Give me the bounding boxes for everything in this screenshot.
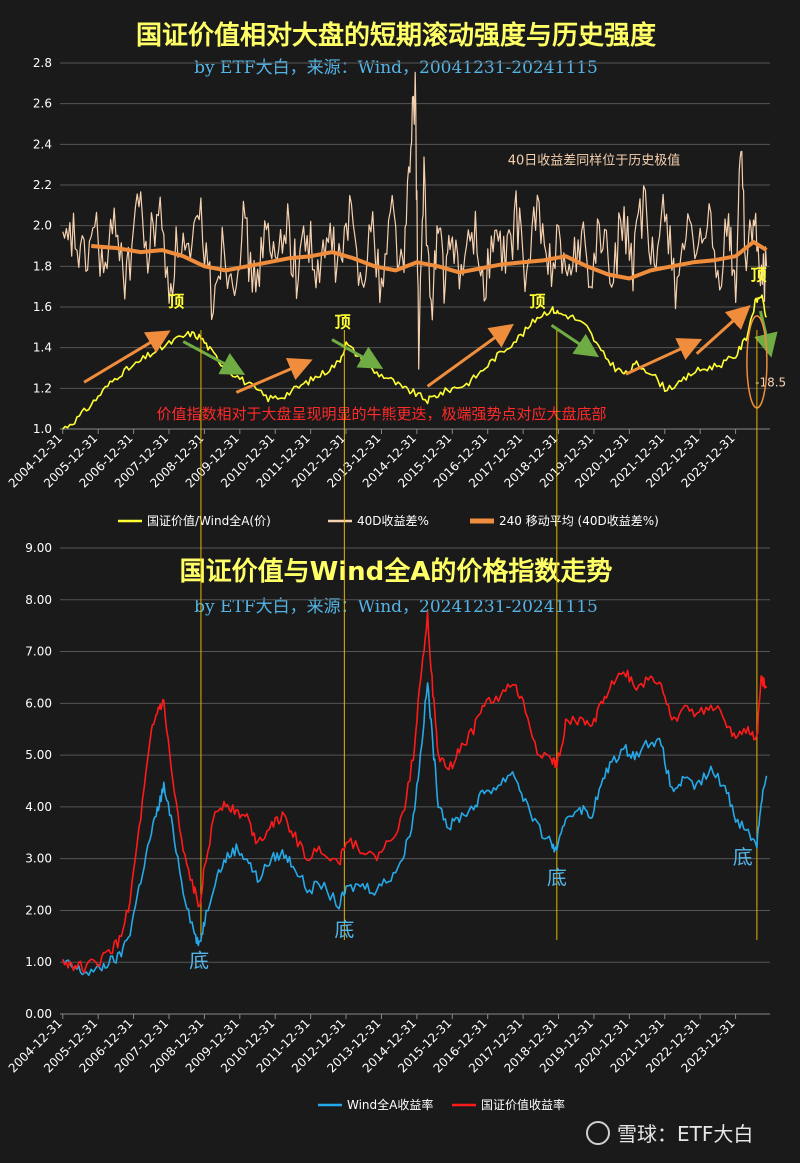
bottom-label: 底: [334, 917, 354, 941]
chart1-legend: 国证价值/Wind全A(价) 40D收益差% 240 移动平均 (40D收益差%…: [118, 513, 659, 528]
series-line-value: [62, 610, 768, 974]
chart2-subtitle: by ETF大白，来源：Wind，20241231-20241115: [194, 597, 598, 617]
chart1-y-ticks: 1.0 1.2 1.4 1.6 1.8 2.0 2.2 2.4 2.6 2.8: [33, 56, 52, 436]
legend-label-value: 国证价值收益率: [481, 1097, 565, 1112]
y-tick-label: 2.8: [33, 56, 52, 70]
chart1-annotations: 顶顶顶顶40日收益差同样位于历史极值价值指数相对于大盘呈现明显的牛熊更迭，极端强…: [83, 153, 786, 423]
chart1-subtitle: by ETF大白，来源：Wind，20041231-20241115: [194, 58, 598, 78]
y-tick-label: 2.6: [33, 97, 52, 111]
series-line-wind: [62, 682, 768, 976]
annotation-value: -18.5: [755, 375, 786, 389]
top-label: 顶: [168, 292, 184, 311]
annotation-diff40-note: 40日收益差同样位于历史极值: [508, 153, 681, 169]
trend-arrow-up: [426, 323, 514, 388]
y-tick-label: 2.4: [33, 137, 52, 151]
legend-label-ma240: 240 移动平均 (40D收益差%): [499, 514, 659, 528]
y-tick-label: 3.00: [25, 852, 52, 866]
bottom-label: 底: [733, 845, 753, 869]
y-tick-label: 5.00: [25, 748, 52, 762]
chart2-title: 国证价值与Wind全A的价格指数走势: [180, 556, 613, 587]
series-line-ma240: [91, 239, 768, 281]
annotation-cycle-note: 价值指数相对于大盘呈现明显的牛熊更迭，极端强势点对应大盘底部: [157, 405, 607, 423]
watermark: 雪球：ETF大白: [586, 1121, 753, 1146]
chart2-legend: Wind全A收益率 国证价值收益率: [318, 1097, 565, 1112]
trend-arrow-down: [550, 324, 599, 358]
top-label: 顶: [335, 312, 351, 331]
y-tick-label: 8.00: [25, 593, 52, 607]
legend-label-ratio: 国证价值/Wind全A(价): [147, 513, 271, 528]
y-tick-label: 2.2: [33, 178, 52, 192]
bottom-label: 底: [547, 866, 567, 890]
chart1-title: 国证价值相对大盘的短期滚动强度与历史强度: [136, 20, 656, 51]
top-label: 顶: [529, 292, 545, 311]
trend-arrow-up: [83, 330, 171, 384]
chart1-grid: [60, 62, 770, 434]
chart2-y-ticks: 0.00 1.00 2.00 3.00 4.00 5.00 6.00 7.00 8.00 9.00: [25, 541, 52, 1021]
trend-arrow-up: [625, 338, 703, 376]
y-tick-label: 1.2: [33, 381, 52, 395]
y-tick-label: 1.4: [33, 341, 52, 355]
y-tick-label: 1.00: [25, 955, 52, 969]
trend-arrow-down: [331, 338, 384, 369]
top-label: 顶: [751, 266, 767, 285]
y-tick-label: 6.00: [25, 696, 52, 710]
y-tick-label: 2.00: [25, 903, 52, 917]
trend-arrow-up: [235, 357, 313, 394]
snowball-logo-icon: [586, 1121, 610, 1145]
legend-label-diff40: 40D收益差%: [357, 514, 429, 528]
chart1-series: [62, 71, 768, 430]
y-tick-label: 2.0: [33, 219, 52, 233]
chart2-series: [62, 610, 768, 976]
y-tick-label: 1.0: [33, 422, 52, 436]
y-tick-label: 9.00: [25, 541, 52, 555]
y-tick-label: 7.00: [25, 645, 52, 659]
trend-arrow-down: [754, 310, 778, 358]
trend-arrow-up: [695, 305, 751, 355]
trend-arrow-down: [182, 340, 246, 375]
series-line-ratio: [62, 294, 768, 430]
legend-label-wind: Wind全A收益率: [347, 1097, 433, 1112]
y-tick-label: 0.00: [25, 1007, 52, 1021]
bottom-label: 底: [189, 948, 209, 972]
y-tick-label: 1.6: [33, 300, 52, 314]
watermark-text: 雪球：ETF大白: [617, 1122, 753, 1146]
y-tick-label: 4.00: [25, 800, 52, 814]
y-tick-label: 1.8: [33, 259, 52, 273]
